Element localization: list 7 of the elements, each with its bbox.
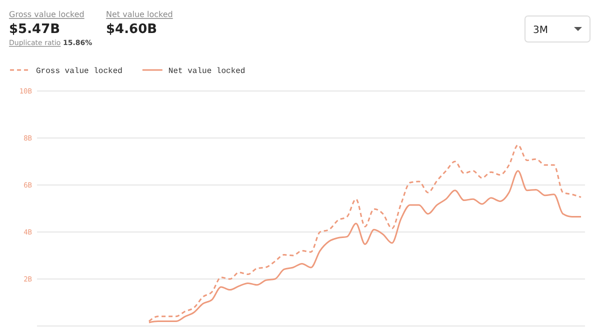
text: Net value locked (106, 10, 173, 19)
text: Gross value locked (9, 10, 84, 19)
legend-label: Net value locked (168, 67, 246, 76)
legend-label: Gross value locked (36, 67, 123, 76)
text: $4.60B (106, 22, 158, 37)
text: 3M (533, 25, 548, 36)
text: $5.47B (9, 22, 60, 37)
